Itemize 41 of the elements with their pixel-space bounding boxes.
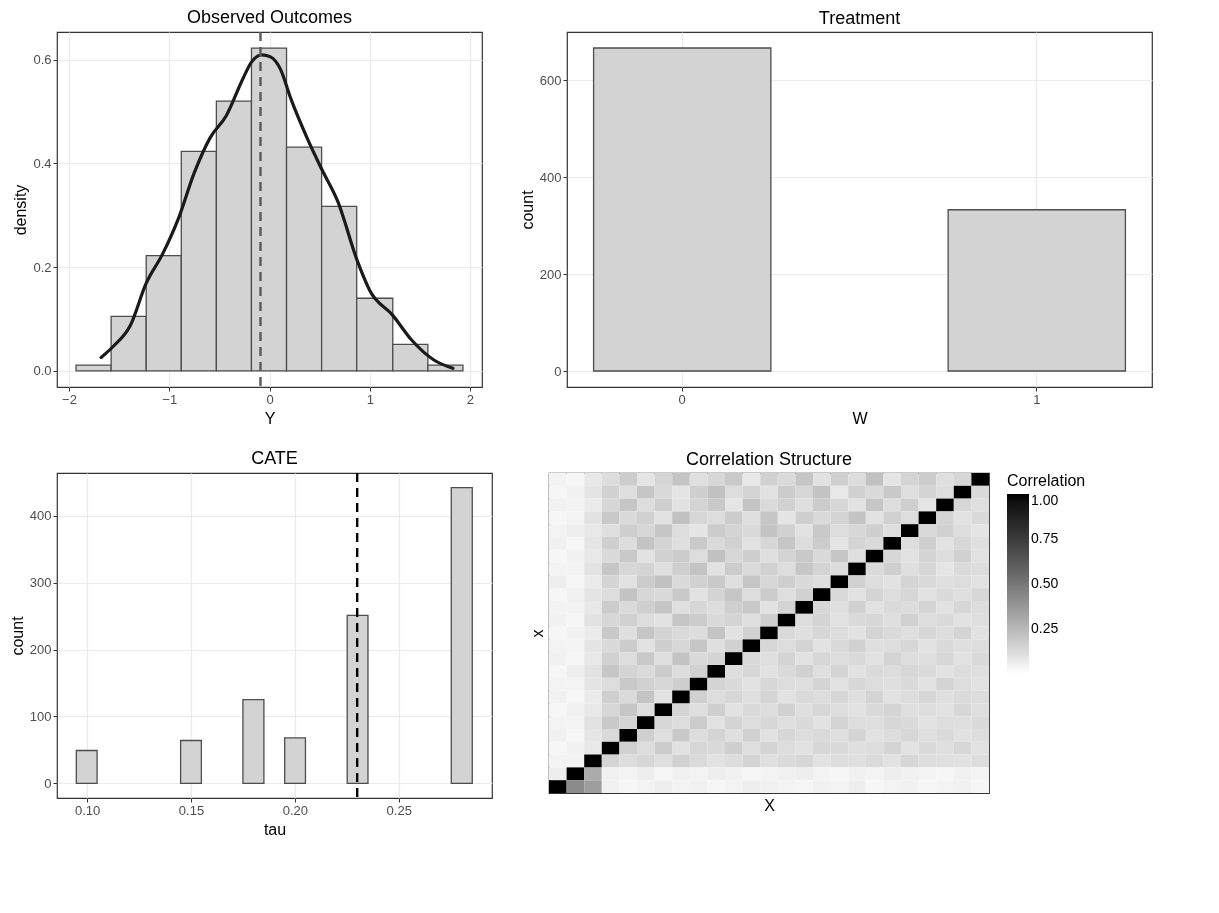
y-tick-label: 400: [29, 508, 52, 524]
y-tick-label: 0: [554, 363, 562, 379]
x-axis-title: Y: [264, 409, 276, 427]
x-tick-label: 2: [466, 391, 475, 407]
y-tick-label: 0.0: [33, 363, 52, 379]
y-tick-label: 300: [29, 575, 52, 591]
x-tick-label: 0.10: [74, 802, 101, 818]
x-tick-label: −2: [62, 391, 77, 407]
x-tick-label: −1: [162, 391, 178, 407]
x-tick-label: 0: [678, 391, 686, 407]
x-axis-title: W: [852, 409, 869, 427]
y-axis-title: count: [518, 189, 536, 230]
y-tick-label: 0: [44, 775, 52, 791]
x-tick-label: 0.20: [282, 802, 309, 818]
y-tick-label: 400: [539, 169, 562, 185]
x-tick-label: 0.25: [386, 802, 412, 818]
y-tick-label: 100: [29, 708, 52, 724]
y-tick-label: 200: [29, 642, 52, 658]
color-bar-label: 0.25: [1031, 620, 1059, 636]
color-bar-label: 1.00: [1031, 492, 1059, 508]
y-axis-title: count: [8, 615, 26, 656]
y-tick-label: 0.2: [33, 259, 52, 275]
y-tick-label: 0.4: [33, 155, 52, 171]
y-axis-title: density: [12, 184, 30, 236]
chart-title: Correlation Structure: [685, 449, 853, 469]
y-axis-title: x: [528, 629, 546, 638]
chart-title: Observed Outcomes: [186, 6, 353, 27]
x-axis-title: X: [764, 796, 776, 814]
x-tick-label: 0: [266, 391, 274, 407]
x-axis-title: tau: [263, 820, 287, 838]
chart-title: CATE: [251, 447, 298, 468]
y-tick-label: 600: [539, 72, 562, 88]
x-tick-label: 1: [366, 391, 374, 407]
x-tick-label: 1: [1033, 391, 1041, 407]
y-tick-label: 200: [539, 266, 562, 282]
y-tick-label: 0.6: [33, 52, 52, 68]
color-bar-label: 0.50: [1031, 575, 1059, 591]
color-bar-label: 0.75: [1031, 530, 1059, 546]
color-bar-title: Correlation: [1007, 472, 1086, 489]
chart-title: Treatment: [818, 8, 901, 28]
x-tick-label: 0.15: [178, 802, 205, 818]
